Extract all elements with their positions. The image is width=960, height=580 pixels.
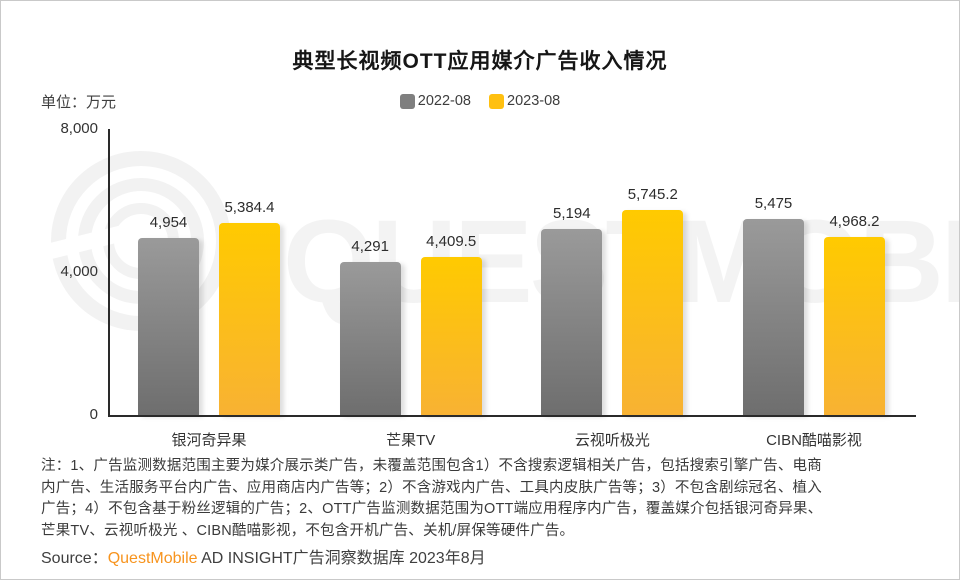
legend-item-2023: 2023-08 — [489, 93, 560, 109]
legend-swatch-2023 — [489, 93, 504, 109]
category-label: 银河奇异果 — [171, 432, 247, 449]
legend: 2022-08 2023-08 — [1, 93, 959, 109]
footnote: 注：1、广告监测数据范围主要为媒介展示类广告，未覆盖范围包含1）不含搜索逻辑相关… — [41, 456, 936, 542]
y-tick-label: 0 — [89, 406, 98, 423]
bar-value-label: 5,745.2 — [627, 185, 678, 203]
bar-value-label: 4,291 — [351, 237, 389, 255]
category-label: 芒果TV — [386, 432, 436, 449]
footnote-line: 芒果TV、云视听极光 、CIBN酷喵影视，不包含开机广告、关机/屏保等硬件广告。 — [41, 522, 575, 539]
bar-2022-08 — [743, 219, 804, 415]
bar-2023-08 — [219, 222, 280, 415]
source-prefix: Source： — [41, 550, 108, 567]
legend-swatch-2022 — [399, 93, 415, 109]
bar-value-label: 5,194 — [553, 205, 591, 223]
bar-value-label: 4,409.5 — [426, 233, 477, 251]
legend-item-2022: 2022-08 — [399, 93, 471, 109]
bar-2023-08 — [622, 209, 684, 415]
source-line: Source：QuestMobile AD INSIGHT广告洞察数据库 202… — [41, 544, 486, 568]
unit-label: 单位：万元 — [41, 94, 117, 111]
footnote-line: 内广告、生活服务平台内广告、应用商店内广告等；2）不含游戏内广告、工具内皮肤广告… — [41, 479, 822, 496]
footnote-line: 广告；4）不包含基于粉丝逻辑的广告；2、OTT广告监测数据范围为OTT端应用程序… — [41, 501, 823, 517]
bar-value-label: 4,968.2 — [829, 213, 880, 231]
y-tick-label: 4,000 — [60, 263, 98, 280]
legend-label-2022: 2022-08 — [417, 93, 471, 109]
y-axis-line — [108, 129, 110, 416]
bar-value-label: 5,475 — [754, 195, 793, 213]
footnote-line: 注：1、广告监测数据范围主要为媒介展示类广告，未覆盖范围包含1）不含搜索逻辑相关… — [41, 458, 822, 474]
source-suffix: AD INSIGHT广告洞察数据库 2023年8月 — [197, 550, 486, 567]
bar-2023-08 — [824, 237, 885, 415]
page-title: 典型长视频OTT应用媒介广告收入情况 — [292, 50, 668, 73]
bar-2022-08 — [339, 261, 401, 415]
bar-value-label: 4,954 — [149, 213, 188, 231]
x-axis-line — [108, 415, 916, 417]
y-tick-label: 8,000 — [60, 120, 98, 137]
bar-2023-08 — [420, 257, 482, 415]
legend-label-2023: 2023-08 — [507, 93, 561, 109]
category-label: CIBN酷喵影视 — [766, 432, 862, 449]
category-label: 云视听极光 — [574, 432, 650, 449]
bar-value-label: 5,384.4 — [224, 198, 275, 216]
source-brand: QuestMobile — [107, 550, 198, 567]
bar-2022-08 — [138, 237, 199, 415]
bar-2022-08 — [541, 229, 603, 415]
